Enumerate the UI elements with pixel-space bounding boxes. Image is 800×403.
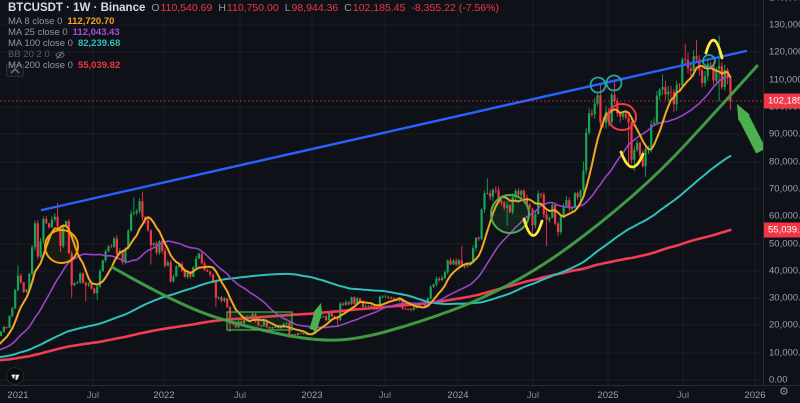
ma200-price-tag: 55,039.82: [764, 222, 800, 238]
high-value: 110,750.00: [226, 2, 279, 14]
drawing-top-arc-yellow-oct[interactable]: [704, 38, 724, 60]
indicator-value: 112,720.70: [67, 16, 115, 28]
price-axis-label: 0.00: [769, 374, 788, 386]
candle-bodies-up: [0, 56, 726, 336]
ma-100-line: [0, 155, 732, 359]
price-axis-label: 80,000.00: [769, 156, 800, 168]
price-axis-label: 140,000.00: [769, 0, 800, 4]
indicator-value: 55,039.82: [77, 60, 121, 72]
time-axis-label: Jul: [526, 390, 540, 401]
drawing-support-curve-green[interactable]: [110, 64, 759, 342]
time-axis-label: Jul: [86, 390, 100, 401]
high-label: H: [218, 2, 226, 14]
indicator-value: 82,239.68: [77, 38, 121, 50]
time-axis-label: Jul: [676, 390, 690, 401]
price-axis-label: 60,000.00: [769, 210, 800, 222]
ma-25-line: [0, 75, 732, 351]
price-axis-label: 110,000.00: [769, 74, 800, 86]
drawing-circle-teal-jan-top[interactable]: [605, 74, 623, 92]
candle-bodies-down: [5, 56, 732, 336]
time-axis-label: 2021: [7, 390, 29, 401]
open-value: 110,540.69: [160, 2, 213, 14]
grid-layer: [0, 0, 763, 385]
current-price-tag: 102,185.45: [764, 93, 800, 109]
legend-collapse-button[interactable]: [6, 64, 24, 77]
close-value: 102,185.45: [352, 2, 406, 14]
time-axis-label: 2022: [153, 390, 175, 401]
price-axis-label: 10,000.00: [769, 347, 800, 359]
price-axis-label: 120,000.00: [769, 46, 800, 58]
symbol-title-row[interactable]: BTCUSDT · 1W · Binance O110,540.69 H110,75…: [8, 2, 499, 15]
drawings-layer: [0, 38, 766, 342]
drawing-circle-teal-oct[interactable]: [702, 54, 716, 68]
moving-averages-layer: [0, 64, 732, 362]
drawing-circle-green-2024[interactable]: [490, 194, 530, 234]
tradingview-logo-icon: [11, 374, 19, 380]
time-axis-label: Jul: [233, 390, 247, 401]
low-value: 98,944.36: [291, 2, 339, 14]
axis-settings-button[interactable]: ⚙: [779, 387, 789, 398]
symbol-title: BTCUSDT · 1W · Binance: [8, 2, 146, 14]
indicator-label: MA 25 close 0: [8, 27, 68, 39]
time-axis[interactable]: 2021 Jul 2022 Jul 2023 Jul 2024 Jul 2025 Jul 2026: [0, 385, 800, 403]
price-axis-label: 20,000.00: [769, 319, 800, 331]
time-axis-label: 2023: [301, 390, 323, 401]
eye-off-icon[interactable]: [55, 50, 65, 60]
drawing-circle-orange-2021[interactable]: [44, 229, 79, 264]
drawing-arrow-green-2023[interactable]: [309, 303, 323, 332]
indicator-row-ma-8-close-0[interactable]: MA 8 close 0 112,720.70: [8, 16, 499, 28]
drawing-circle-red-2025[interactable]: [607, 103, 637, 131]
indicator-label: MA 200 close 0: [8, 60, 73, 72]
indicator-row-bb-20-2-0[interactable]: BB 20 2 0: [8, 49, 499, 61]
drawing-arrow-green-current[interactable]: [737, 104, 766, 154]
chevron-up-icon: [10, 67, 20, 73]
indicator-label: MA 100 close 0: [8, 38, 73, 50]
indicator-label: MA 8 close 0: [8, 16, 63, 28]
drawing-u-arc-yellow-2024[interactable]: [522, 217, 544, 237]
indicator-row-ma-200-close-0[interactable]: MA 200 close 0 55,039.82: [8, 60, 499, 72]
indicator-label: BB 20 2 0: [8, 49, 50, 61]
time-axis-label: 2025: [597, 390, 619, 401]
time-axis-label: 2024: [447, 390, 469, 401]
drawing-accumulation-box-green[interactable]: [226, 311, 293, 331]
open-label: O: [151, 2, 160, 14]
indicator-row-ma-100-close-0[interactable]: MA 100 close 0 82,239.68: [8, 38, 499, 50]
close-label: C: [344, 2, 352, 14]
price-axis-label: 70,000.00: [769, 183, 800, 195]
drawing-u-arc-yellow-2025[interactable]: [619, 150, 645, 169]
tradingview-logo[interactable]: [6, 367, 24, 385]
drawing-circle-teal-dec-top[interactable]: [589, 76, 607, 94]
time-axis-label: Jul: [378, 390, 392, 401]
price-axis[interactable]: 140,000.00 130,000.00 120,000.00 110,000.00…: [763, 0, 800, 386]
time-axis-label: 2026: [744, 390, 766, 401]
drawing-trendline-blue[interactable]: [40, 49, 748, 212]
price-axis-label: 130,000.00: [769, 19, 800, 31]
low-label: L: [284, 2, 291, 14]
price-axis-label: 50,000.00: [769, 238, 800, 250]
price-axis-label: 90,000.00: [769, 128, 800, 140]
indicator-value: 112,043.43: [72, 27, 120, 39]
indicator-row-ma-25-close-0[interactable]: MA 25 close 0 112,043.43: [8, 27, 499, 39]
indicator-rows: MA 8 close 0 112,720.70 MA 25 close 0 11…: [8, 16, 499, 72]
ma-200-line: [0, 228, 732, 362]
price-axis-label: 40,000.00: [769, 265, 800, 277]
gear-icon: ⚙: [779, 386, 789, 398]
change-value: -8,355.22 (-7.56%): [411, 2, 499, 14]
legend: BTCUSDT · 1W · Binance O110,540.69 H110,75…: [8, 2, 499, 72]
price-axis-label: 30,000.00: [769, 292, 800, 304]
